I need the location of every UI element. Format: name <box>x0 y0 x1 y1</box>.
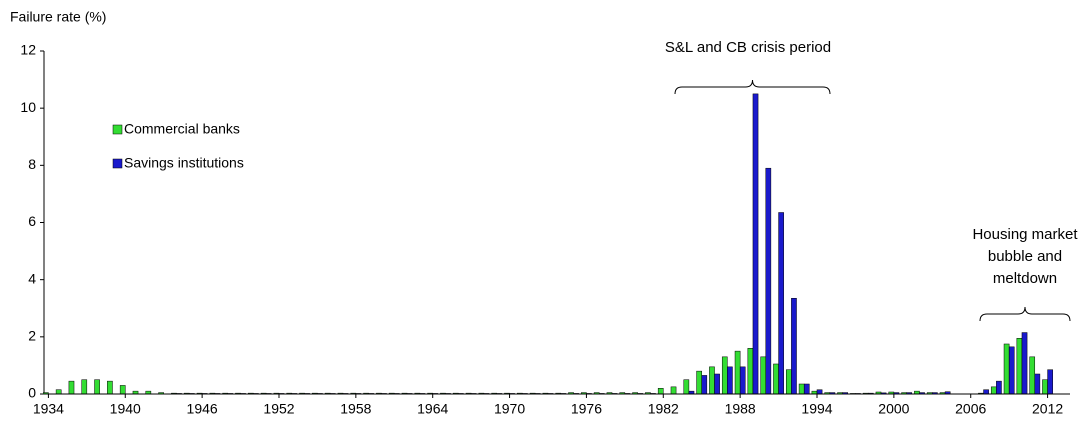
x-tick-label: 1970 <box>494 401 525 417</box>
bar <box>709 366 715 395</box>
bar <box>734 350 741 395</box>
legend-label: Savings institutions <box>124 155 244 171</box>
bar <box>727 366 733 395</box>
bar <box>714 373 720 395</box>
annotation: Housing market <box>972 226 1078 243</box>
bar <box>701 375 708 395</box>
bar <box>670 386 677 395</box>
x-tick-label: 1994 <box>801 401 832 417</box>
bar <box>803 383 810 395</box>
y-tick-label: 12 <box>20 42 36 58</box>
bar <box>990 386 997 395</box>
y-tick-label: 6 <box>28 213 36 229</box>
bar <box>94 379 100 395</box>
bar <box>747 348 754 395</box>
y-tick-label: 8 <box>28 156 36 172</box>
x-tick-label: 1946 <box>187 401 218 417</box>
bar <box>778 212 784 395</box>
bar <box>816 389 823 395</box>
bar <box>1042 379 1048 395</box>
bar <box>1003 343 1010 395</box>
x-tick-label: 2012 <box>1032 401 1063 417</box>
x-tick-label: 1958 <box>340 401 371 417</box>
bar <box>1029 356 1036 395</box>
bar <box>1008 346 1015 395</box>
x-tick-label: 1952 <box>263 401 294 417</box>
bar <box>786 369 792 395</box>
y-tick-label: 10 <box>20 99 36 115</box>
bar <box>765 167 772 395</box>
y-tick-label: 2 <box>28 328 36 344</box>
x-tick-label: 1988 <box>725 401 756 417</box>
annotation: bubble and <box>988 248 1062 265</box>
bar <box>1034 373 1041 395</box>
annotation-brace <box>979 306 1071 322</box>
y-axis-label: Failure rate (%) <box>10 9 106 25</box>
bar <box>55 389 62 395</box>
bar <box>798 383 805 395</box>
bar <box>773 363 779 395</box>
bar <box>1047 369 1053 395</box>
bar <box>68 380 75 395</box>
bar <box>721 356 728 395</box>
annotation-brace <box>674 79 831 95</box>
x-tick-label: 2000 <box>878 401 909 417</box>
x-tick-label: 1934 <box>33 401 64 417</box>
legend-swatch <box>112 158 123 169</box>
bar <box>739 366 746 395</box>
bar <box>107 380 113 395</box>
x-tick-label: 1940 <box>110 401 141 417</box>
bar <box>657 388 664 395</box>
x-tick-label: 2006 <box>955 401 986 417</box>
x-tick-label: 1976 <box>571 401 602 417</box>
legend-label: Commercial banks <box>124 121 240 137</box>
bar <box>696 370 702 395</box>
y-tick-label: 0 <box>28 385 36 401</box>
legend-swatch <box>112 124 123 135</box>
bar <box>119 385 126 395</box>
bar <box>760 356 767 395</box>
bar <box>996 380 1002 395</box>
bar <box>752 93 759 395</box>
x-tick-label: 1964 <box>417 401 448 417</box>
y-tick-label: 4 <box>28 270 36 286</box>
bar <box>81 379 88 395</box>
bar <box>983 389 989 395</box>
bar <box>1016 338 1023 395</box>
annotation: S&L and CB crisis period <box>665 39 831 56</box>
bar <box>1021 332 1028 395</box>
bar <box>791 297 797 395</box>
annotation: meltdown <box>993 270 1057 287</box>
bar <box>683 379 690 395</box>
x-tick-label: 1982 <box>648 401 679 417</box>
